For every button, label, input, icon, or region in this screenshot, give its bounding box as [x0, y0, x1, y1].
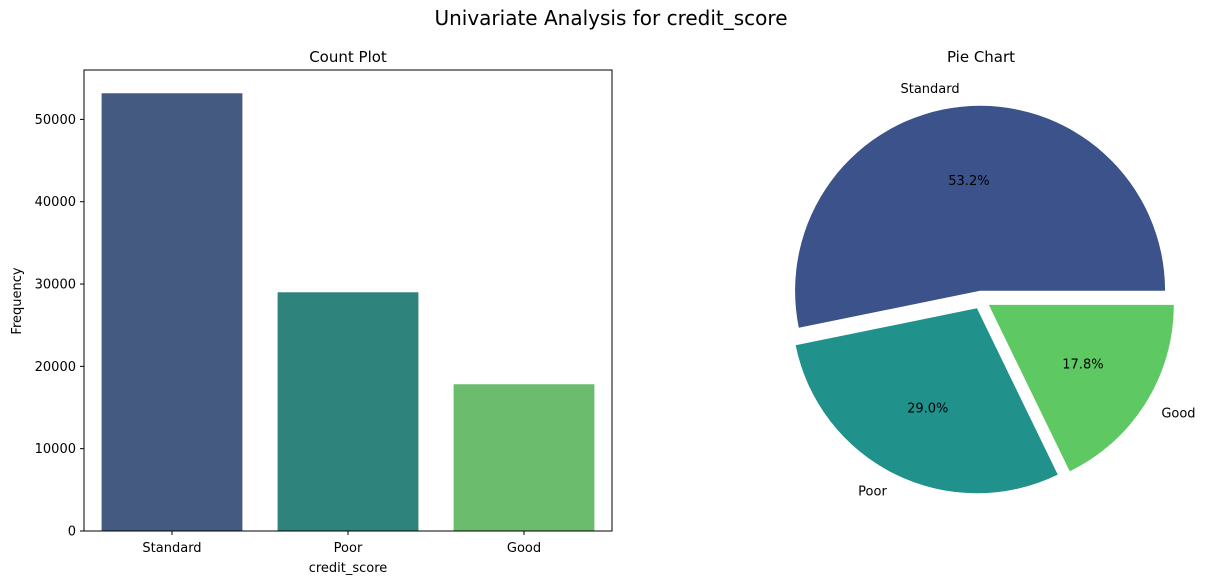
count-plot-bars	[101, 93, 595, 531]
x-tick-label: Standard	[142, 541, 201, 556]
count-plot-x-label: credit_score	[309, 561, 388, 576]
pie-chart-panel: Pie Chart 53.2% Standard 29.0% Poor 17.8% Goo…	[795, 48, 1196, 499]
x-tick-label: Good	[507, 541, 541, 556]
bar-standard	[101, 93, 243, 531]
count-plot-y-axis: 0 10000 20000 30000 40000 50000	[35, 113, 84, 540]
x-tick-label: Poor	[334, 541, 363, 556]
y-tick-label: 30000	[35, 278, 76, 293]
pie-slice-standard	[795, 105, 1166, 328]
pie-category-label: Standard	[900, 82, 959, 97]
y-tick-label: 50000	[35, 113, 76, 128]
pie-pct-label: 53.2%	[948, 174, 989, 189]
bar-good	[453, 384, 595, 531]
y-tick-label: 20000	[35, 360, 76, 375]
count-plot-x-axis: Standard Poor Good	[142, 531, 541, 556]
y-tick-label: 40000	[35, 195, 76, 210]
count-plot-frame	[83, 69, 613, 532]
y-tick-label: 10000	[35, 442, 76, 457]
pie-chart-title: Pie Chart	[947, 48, 1015, 66]
y-tick-label: 0	[68, 525, 76, 540]
pie-pct-label: 29.0%	[907, 401, 948, 416]
pie-chart-labels: 53.2% Standard 29.0% Poor 17.8% Good	[858, 82, 1195, 499]
pie-category-label: Good	[1161, 406, 1195, 421]
figure-title: Univariate Analysis for credit_score	[434, 6, 788, 30]
pie-pct-label: 17.8%	[1062, 357, 1103, 372]
pie-chart-slices	[795, 105, 1174, 494]
pie-slice-poor	[795, 308, 1058, 494]
pie-slice-good	[988, 304, 1174, 472]
bar-poor	[277, 292, 419, 531]
count-plot-panel: Count Plot 0 10000 20000 30000 40000 50000 St…	[10, 48, 613, 576]
count-plot-y-label: Frequency	[10, 267, 25, 334]
pie-category-label: Poor	[858, 484, 887, 499]
count-plot-title: Count Plot	[309, 48, 387, 66]
